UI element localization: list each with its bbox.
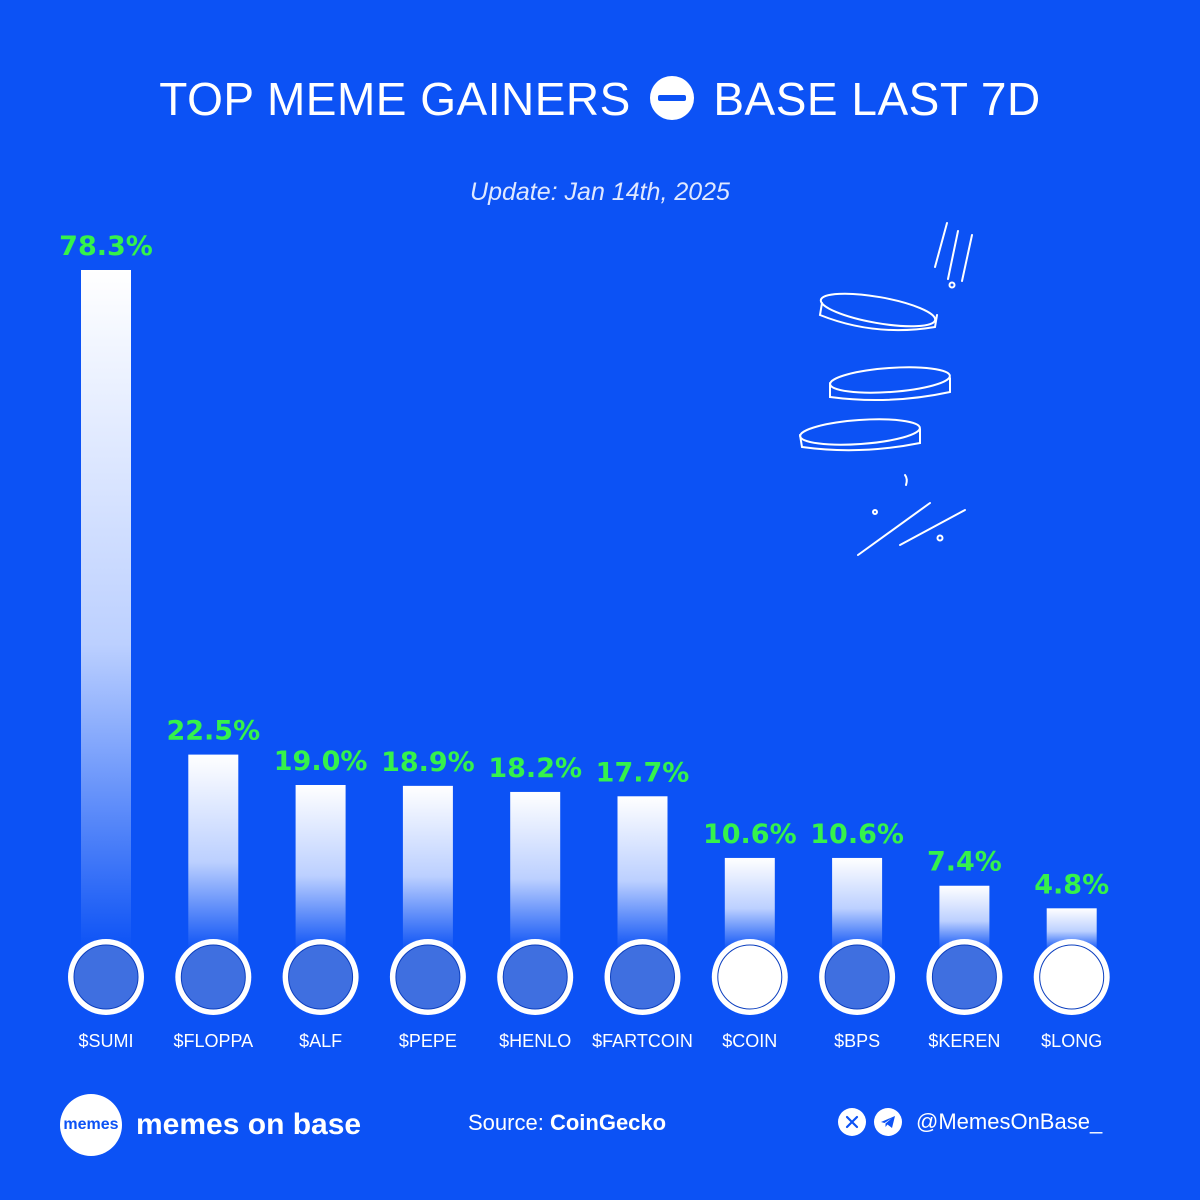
bar: [510, 791, 561, 950]
token-avatar: [931, 944, 997, 1010]
social-handle: @MemesOnBase_: [916, 1109, 1103, 1134]
chart-title: TOP MEME GAINERS BASE LAST 7D: [0, 72, 1200, 126]
tick-label: $COIN: [722, 1031, 777, 1051]
brand-block: memes memes on base: [60, 1094, 361, 1156]
bar: [832, 857, 883, 950]
tick-label: $FLOPPA: [173, 1031, 253, 1051]
value-label: 7.4%: [927, 847, 1002, 878]
bar: [81, 270, 131, 950]
social-links: @MemesOnBase_: [838, 1108, 1102, 1136]
token-avatar: [824, 944, 890, 1010]
tick-label: $PEPE: [399, 1031, 457, 1051]
bar: [295, 784, 346, 950]
source-label: Source:: [468, 1110, 544, 1135]
tick-label: $ALF: [299, 1031, 342, 1051]
token-avatar: [1039, 944, 1105, 1010]
base-logo-icon: [650, 76, 695, 120]
value-label: 10.6%: [703, 819, 797, 850]
falling-coins-illustration: [799, 222, 973, 556]
token-avatar: [73, 944, 139, 1010]
x-icon[interactable]: [838, 1108, 866, 1136]
value-label: 18.9%: [381, 747, 475, 778]
value-label: 19.0%: [274, 746, 368, 777]
tick-label: $LONG: [1041, 1031, 1102, 1051]
value-label: 4.8%: [1034, 869, 1109, 900]
tick-label: $FARTCOIN: [592, 1031, 693, 1051]
bar: [402, 785, 453, 950]
tick-label: $BPS: [834, 1031, 880, 1051]
tick-label: $KEREN: [928, 1031, 1000, 1051]
source-name: CoinGecko: [549, 1110, 667, 1135]
title-left: TOP MEME GAINERS: [159, 73, 631, 125]
value-label: 78.3%: [59, 231, 153, 262]
tick-label: $HENLO: [499, 1031, 571, 1051]
telegram-icon[interactable]: [874, 1108, 902, 1136]
token-avatar: [288, 944, 354, 1010]
title-right: BASE LAST 7D: [713, 73, 1041, 125]
value-label: 22.5%: [166, 716, 260, 747]
brand-name: memes on base: [136, 1108, 362, 1141]
value-label: 17.7%: [596, 757, 690, 788]
token-avatar: [180, 944, 246, 1010]
brand-logo: memes: [60, 1094, 122, 1156]
source-credit: Source: CoinGecko: [468, 1110, 666, 1136]
token-avatar: [610, 944, 675, 1010]
value-label: 10.6%: [810, 819, 904, 850]
value-label: 18.2%: [488, 753, 582, 784]
bar: [188, 754, 239, 950]
token-avatar: [395, 944, 461, 1010]
bar: [617, 796, 668, 950]
tick-label: $SUMI: [78, 1031, 133, 1051]
token-avatar: [717, 944, 783, 1010]
update-date: Update: Jan 14th, 2025: [470, 178, 730, 206]
token-avatar: [502, 944, 568, 1010]
bar: [724, 857, 775, 950]
